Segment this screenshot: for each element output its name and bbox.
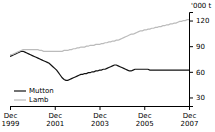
legend-item: Lamb (14, 96, 49, 104)
x-tick-label: Dec2003 (91, 112, 109, 128)
y-axis-line (190, 13, 194, 107)
legend-swatch (14, 99, 26, 100)
x-tick-label: Dec1999 (2, 112, 20, 128)
x-tick-label: Dec2007 (181, 112, 199, 128)
x-tick-label-line: 1999 (2, 120, 20, 128)
y-tick-mark (189, 21, 193, 22)
x-tick: Dec1999 (2, 106, 20, 128)
chart: Dec1999 Dec2001 Dec2003 Dec2005 Dec2007 30 60 9… (0, 0, 215, 132)
legend-label: Mutton (29, 87, 54, 95)
y-tick-label: 60 (196, 69, 205, 77)
x-tick: Dec2003 (91, 106, 109, 128)
x-tick-label-line: 2003 (91, 120, 109, 128)
legend-label: Lamb (29, 96, 49, 104)
x-axis: Dec1999 Dec2001 Dec2003 Dec2005 Dec2007 (2, 106, 199, 128)
y-tick-mark (189, 72, 193, 73)
x-tick-label: Dec2005 (136, 112, 154, 128)
x-tick: Dec2007 (181, 106, 199, 128)
x-tick-label-line: 2005 (136, 120, 154, 128)
lines (10, 20, 189, 81)
x-tick-mark (55, 106, 56, 110)
x-tick-label-line: 2001 (46, 120, 64, 128)
y-tick-mark (189, 46, 193, 47)
x-tick: Dec2005 (136, 106, 154, 128)
series-line (10, 20, 189, 55)
legend-swatch (14, 90, 26, 91)
y-tick: 90 (189, 43, 205, 51)
x-tick-label-line: 2007 (181, 120, 199, 128)
y-axis-title: '000 t (191, 2, 212, 10)
legend-item: Mutton (14, 87, 54, 95)
legend: MuttonLamb (14, 87, 54, 104)
x-tick-mark (100, 106, 101, 110)
plot: Dec1999 Dec2001 Dec2003 Dec2005 Dec2007 30 60 9… (2, 2, 212, 128)
y-tick-label: 30 (196, 94, 205, 102)
y-tick: 30 (189, 94, 205, 102)
y-tick-mark (189, 97, 193, 98)
x-tick-mark (10, 106, 11, 110)
x-tick-label: Dec2001 (46, 112, 64, 128)
y-tick-label: 90 (196, 43, 205, 51)
series-line (10, 51, 189, 80)
y-tick-label: 120 (196, 17, 209, 25)
y-tick: 120 (189, 17, 209, 25)
x-axis-line (11, 107, 190, 111)
x-tick-mark (144, 106, 145, 110)
y-tick: 60 (189, 69, 205, 77)
y-axis: 30 60 90 120 (189, 13, 209, 107)
x-tick: Dec2001 (46, 106, 64, 128)
